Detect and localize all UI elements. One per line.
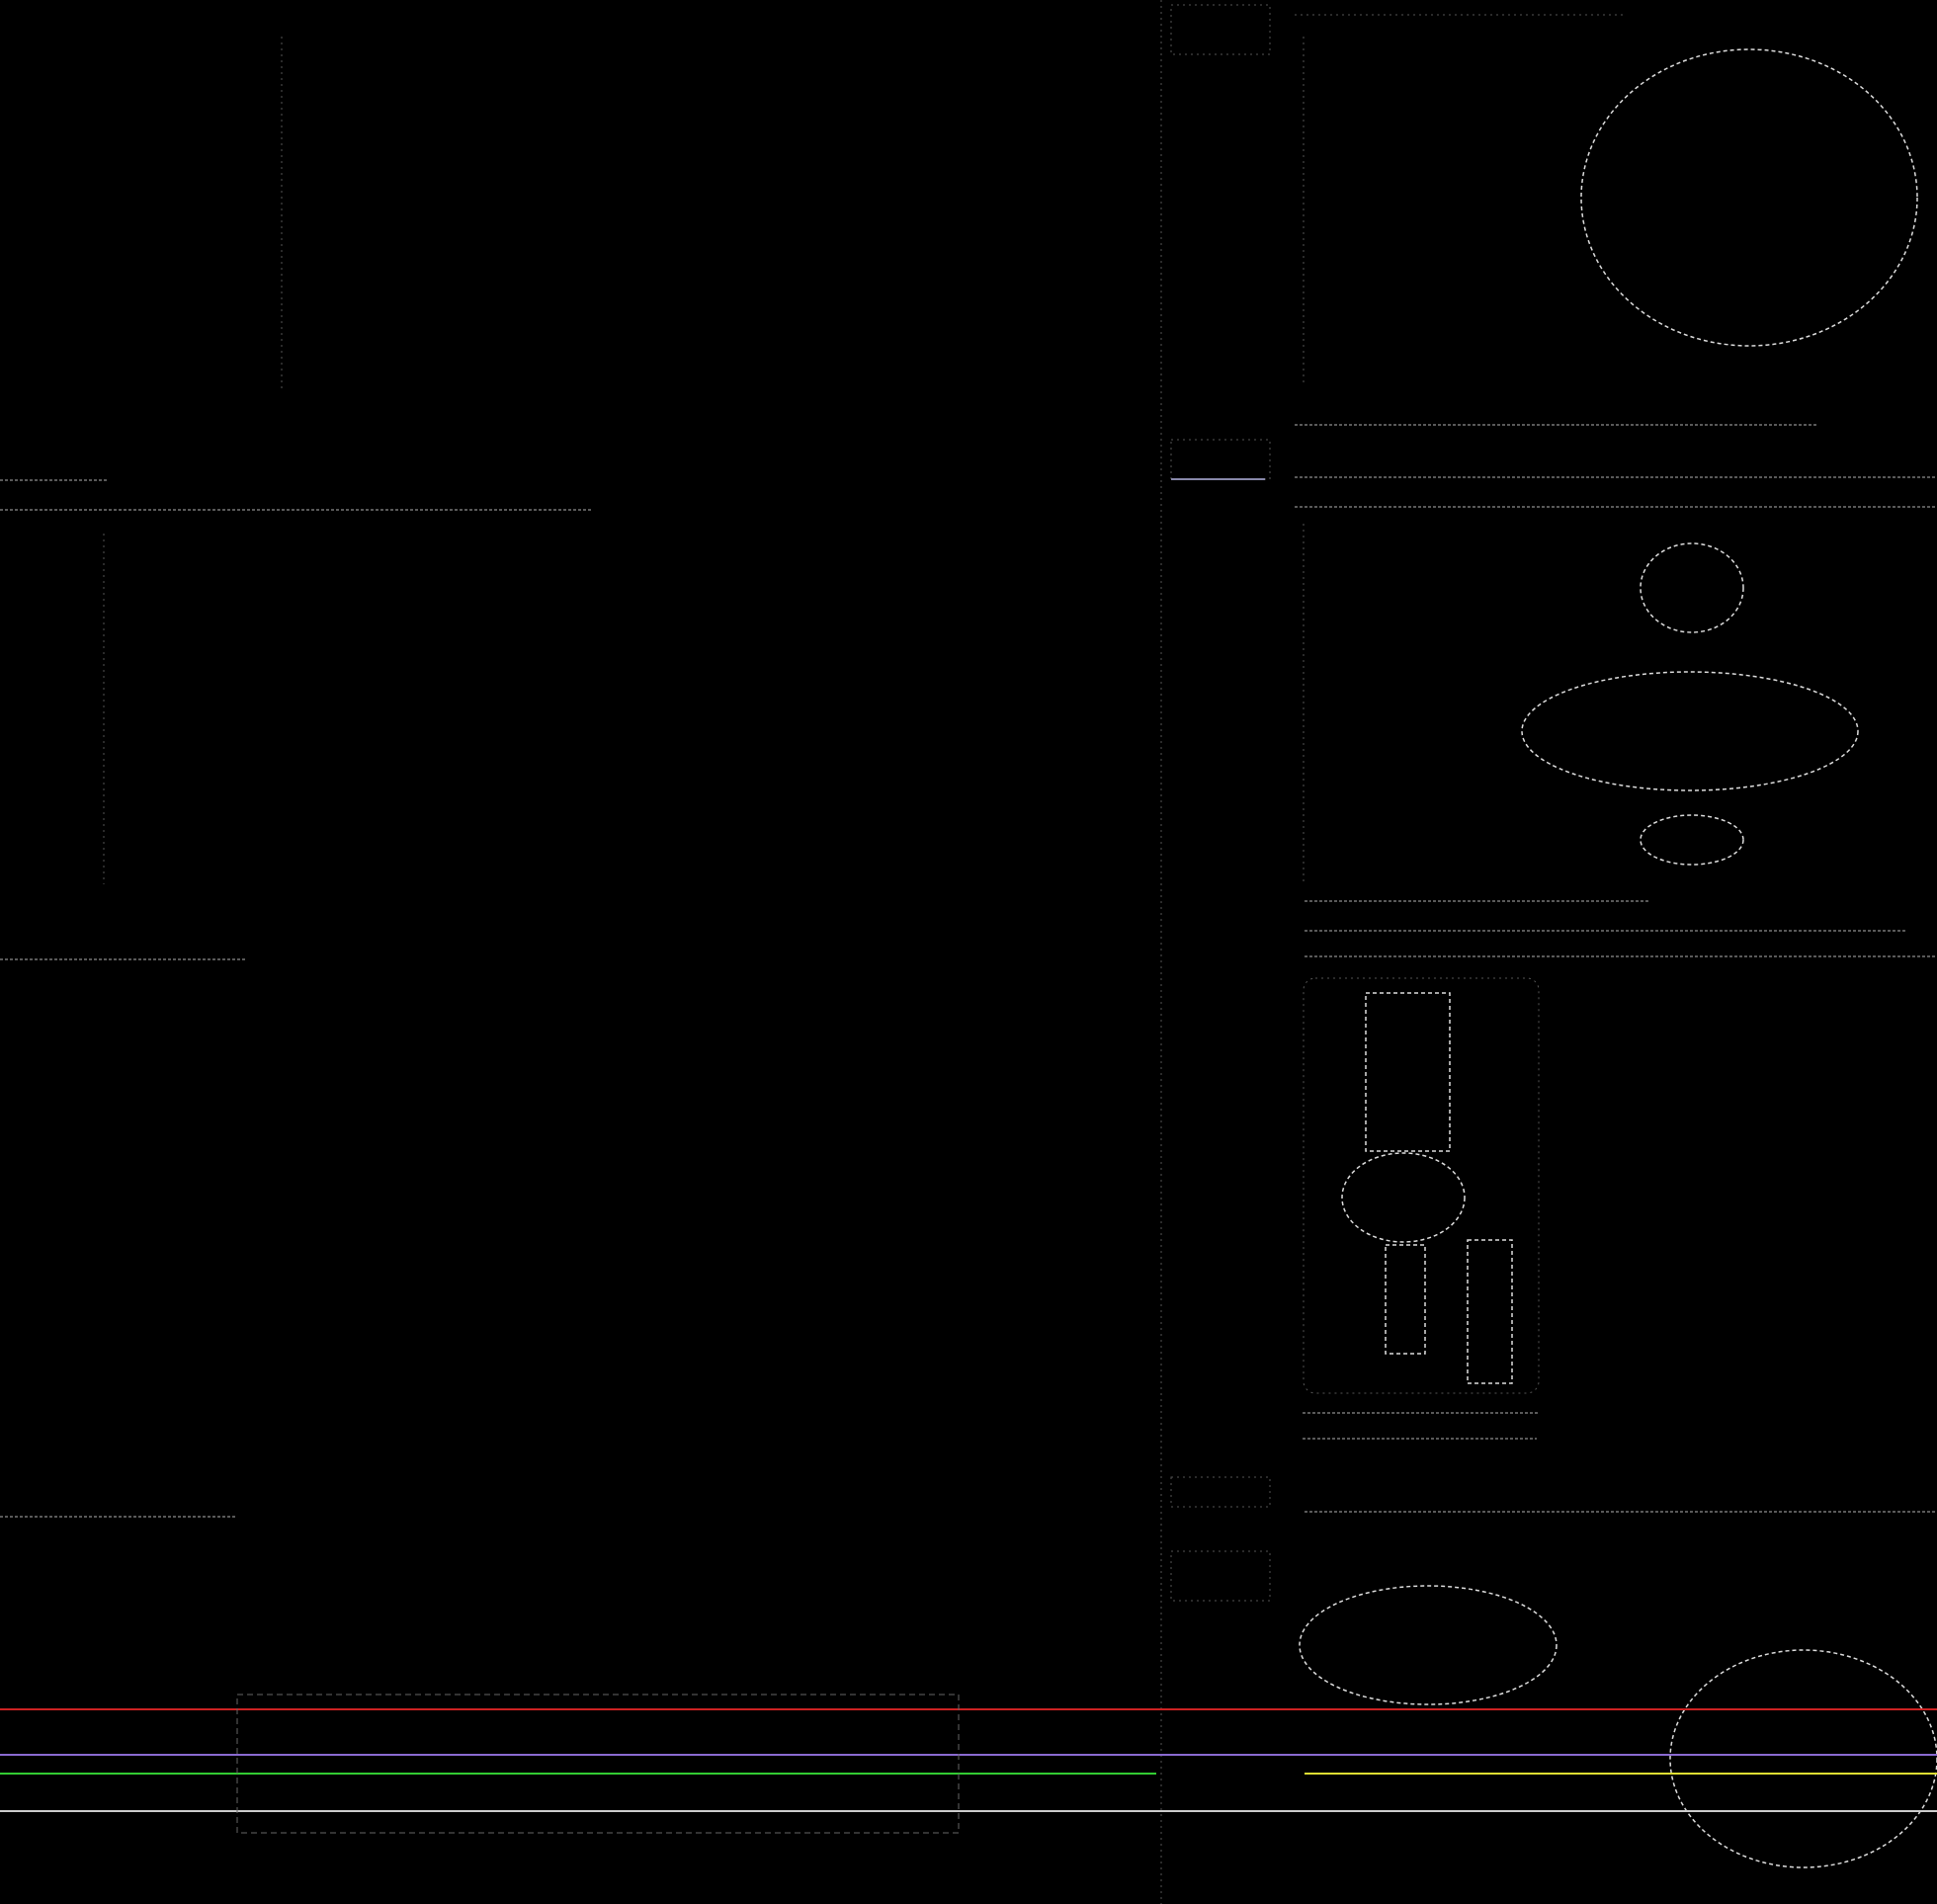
card-image	[1640, 542, 1744, 633]
card-image	[1521, 671, 1859, 791]
card-image	[1385, 1244, 1426, 1355]
thumbnail-placeholder	[1170, 1476, 1271, 1508]
thumbnail-placeholder	[1170, 439, 1271, 480]
card-image	[1341, 1152, 1466, 1243]
banner-logo	[236, 1694, 960, 1834]
banner-image	[1299, 1585, 1558, 1705]
card-image	[1467, 1239, 1513, 1384]
thumbnail-placeholder	[1170, 4, 1271, 55]
thumbnail-placeholder	[1170, 1550, 1271, 1602]
card-image	[1580, 48, 1918, 347]
banner-image	[1669, 1649, 1937, 1868]
card-image	[1365, 992, 1451, 1152]
card-image	[1640, 814, 1744, 866]
